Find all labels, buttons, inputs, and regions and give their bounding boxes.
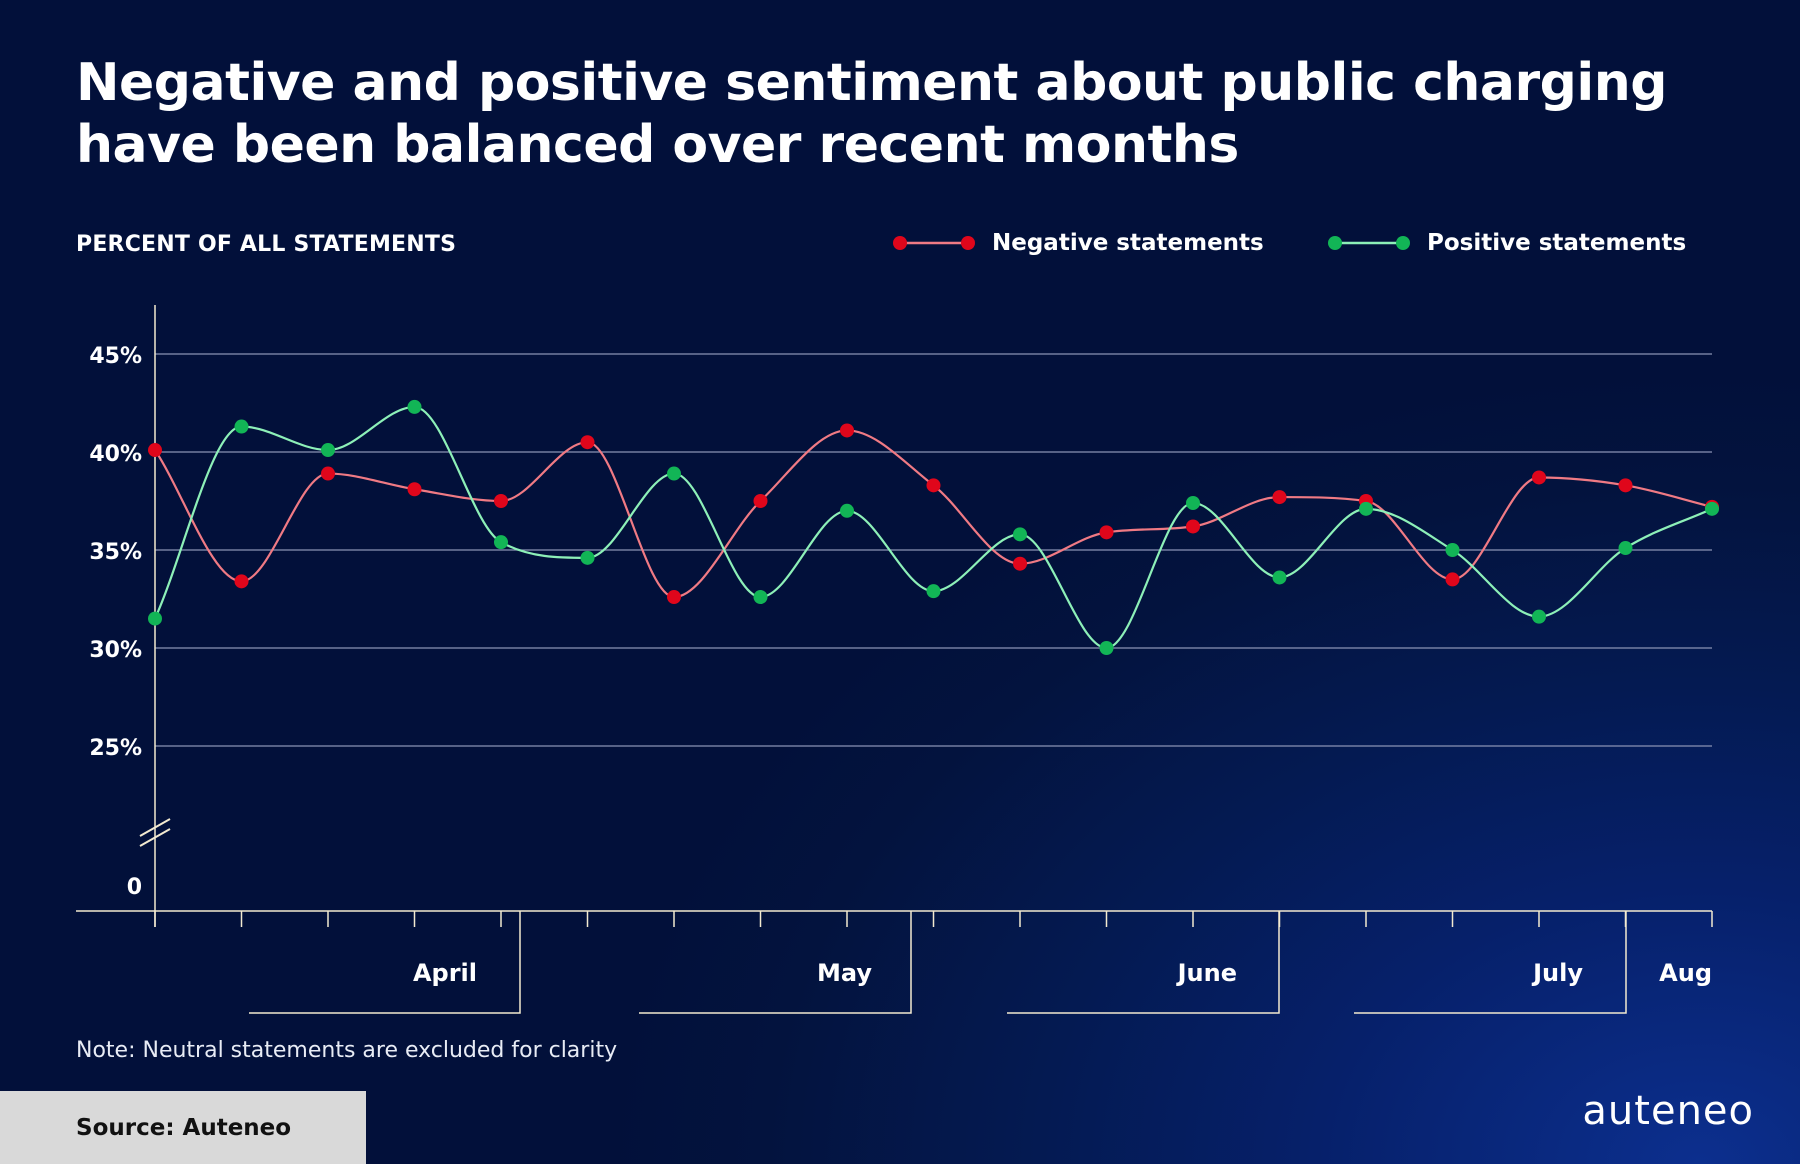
negative-data-point (1099, 525, 1114, 540)
x-month-label: May (817, 959, 872, 987)
negative-data-point (1186, 519, 1200, 534)
x-month-label: June (1176, 959, 1237, 987)
month-bracket (1007, 911, 1280, 1014)
positive-data-point (1618, 541, 1633, 556)
negative-data-point (1013, 556, 1027, 571)
positive-data-point (1099, 641, 1114, 655)
brand-logo: auteneo (1582, 1088, 1754, 1134)
legend-negative-label: Negative statements (992, 230, 1264, 256)
positive-data-point (1359, 501, 1373, 516)
negative-data-point (1272, 490, 1287, 505)
negative-legend-icon (893, 236, 975, 250)
positive-data-point (321, 443, 335, 458)
negative-data-point (1532, 470, 1546, 485)
negative-data-point (840, 423, 854, 438)
positive-data-point (840, 503, 854, 518)
negative-data-point (753, 494, 768, 508)
source-label: Source: Auteneo (0, 1091, 366, 1164)
negative-data-point (234, 574, 249, 589)
negative-data-point (667, 590, 681, 605)
month-bracket (249, 911, 521, 1014)
positive-data-point (1013, 527, 1027, 542)
positive-data-point (407, 399, 422, 414)
positive-data-point (1532, 609, 1546, 624)
negative-data-point (926, 478, 941, 493)
month-bracket (1354, 911, 1627, 1014)
positive-data-point (1186, 495, 1200, 510)
positive-data-point (148, 611, 162, 626)
positive-data-point (580, 550, 595, 565)
title-line-2: have been balanced over recent months (76, 115, 1239, 175)
negative-data-point (407, 482, 422, 497)
negative-data-point (1618, 478, 1633, 493)
x-month-label: July (1531, 959, 1583, 987)
negative-data-point (1445, 572, 1460, 587)
y-tick-label: 45% (89, 344, 142, 369)
positive-data-point (926, 584, 941, 599)
positive-data-point (1272, 570, 1287, 585)
positive-series-line (153, 405, 1713, 650)
negative-data-point (321, 466, 335, 481)
legend-positive: Positive statements (1327, 230, 1686, 256)
title-line-1: Negative and positive sentiment about pu… (76, 53, 1667, 113)
y-axis-title: PERCENT OF ALL STATEMENTS (76, 232, 457, 257)
chart-title: Negative and positive sentiment about pu… (76, 52, 1736, 176)
positive-data-point (494, 535, 508, 550)
y-tick-label: 0 (127, 875, 142, 900)
negative-data-point (580, 435, 595, 450)
positive-data-point (234, 419, 249, 434)
source-text: Source: Auteneo (76, 1114, 292, 1141)
y-tick-label: 25% (89, 736, 142, 761)
chart-note: Note: Neutral statements are excluded fo… (76, 1038, 618, 1063)
x-month-label: Aug (1659, 959, 1712, 987)
month-bracket (639, 911, 912, 1014)
y-tick-label: 30% (89, 638, 142, 663)
positive-data-point (1705, 501, 1719, 516)
axis-break-mark (139, 818, 171, 837)
legend-negative: Negative statements (892, 230, 1264, 256)
positive-data-point (1445, 543, 1460, 557)
x-month-label: April (413, 959, 477, 987)
legend-positive-label: Positive statements (1427, 230, 1687, 256)
negative-data-point (148, 443, 162, 458)
y-tick-label: 35% (89, 540, 142, 565)
axis-break-mark (139, 828, 171, 847)
positive-data-point (753, 590, 768, 605)
line-chart: 45% 40% 35% 30% 25% 0 April May June July Aug (76, 305, 1719, 1014)
positive-legend-icon (1328, 236, 1410, 250)
negative-data-point (494, 494, 508, 508)
positive-data-point (667, 466, 681, 481)
y-tick-label: 40% (89, 442, 142, 467)
